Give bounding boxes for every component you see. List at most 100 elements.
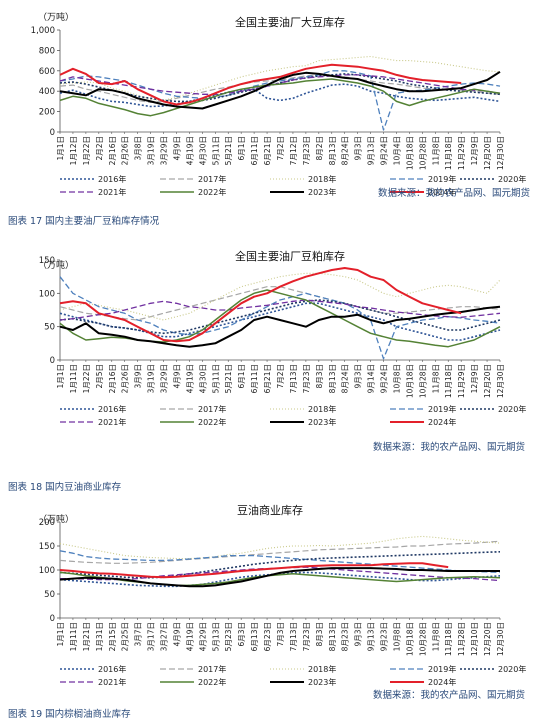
chart3-legend: 2016年 2017年 2018年 2019年 2020年 2021年 2022年 2023年…	[60, 664, 526, 687]
series-line-2017	[59, 74, 501, 103]
legend-label: 2019年	[428, 174, 456, 184]
y-tick-label: 1,000	[31, 26, 55, 36]
chart3-title: 豆油商业库存	[237, 503, 303, 517]
x-tick-label: 11月18日	[444, 136, 453, 170]
x-tick-label: 2月26日	[121, 136, 130, 165]
x-tick-label: 7月13日	[289, 364, 298, 393]
x-tick-label: 3月19日	[147, 364, 156, 393]
x-tick-label: 10月18日	[405, 364, 414, 398]
x-tick-label: 4月19日	[185, 364, 194, 393]
x-tick-label: 8月13日	[328, 622, 337, 651]
x-tick-label: 3月9日	[134, 364, 143, 389]
legend-label: 2023年	[308, 417, 336, 427]
legend-label: 2017年	[198, 664, 226, 674]
x-tick-label: 9月24日	[380, 136, 389, 165]
legend-label: 2016年	[98, 174, 126, 184]
series-line-2023	[59, 567, 500, 588]
x-tick-label: 7月2日	[276, 136, 285, 161]
x-tick-label: 2月15日	[108, 622, 117, 651]
legend-label: 2021年	[98, 677, 126, 687]
legend-label: 2017年	[198, 404, 226, 414]
x-tick-label: 6月11日	[250, 136, 259, 165]
x-tick-label: 2月26日	[121, 364, 130, 393]
legend-label: 2020年	[498, 174, 526, 184]
x-tick-label: 12月30日	[496, 136, 505, 170]
legend-label: 2022年	[198, 417, 226, 427]
series-line-2019	[59, 276, 501, 360]
y-tick-label: 0	[50, 356, 55, 366]
series-line-2024	[59, 267, 462, 343]
x-tick-label: 10月18日	[405, 136, 414, 170]
y-tick-label: 50	[44, 590, 55, 600]
series-line-2019	[59, 70, 501, 131]
x-tick-label: 8月24日	[341, 136, 350, 165]
chart3-plot: 0 50 100 150 200 1月1日 1月11日 1月21日 1月31日 2月15日 2月25…	[39, 518, 505, 656]
series-line-2018	[59, 535, 501, 560]
chart1-source: 数据来源：我的农产品网、国元期货	[378, 187, 530, 199]
legend-label: 2018年	[308, 664, 336, 674]
x-tick-label: 7月23日	[302, 364, 311, 393]
series-line-2023	[59, 70, 501, 110]
x-tick-label: 9月13日	[367, 622, 376, 651]
x-tick-label: 1月31日	[95, 622, 104, 651]
x-tick-label: 4月29日	[198, 622, 207, 651]
x-tick-label: 5月13日	[211, 622, 220, 651]
x-tick-label: 1月11日	[69, 364, 78, 393]
y-tick-label: 200	[39, 518, 55, 528]
y-tick-label: 0	[50, 128, 55, 138]
caption-19-wrap: 图表 19 国内棕榈油商业库存	[8, 708, 131, 720]
x-tick-label: 10月8日	[392, 364, 401, 393]
x-tick-label: 11月18日	[444, 622, 453, 656]
x-tick-label: 10月28日	[418, 622, 427, 656]
x-tick-label: 6月11日	[250, 364, 259, 393]
x-tick-label: 9月3日	[354, 622, 363, 647]
x-tick-label: 10月28日	[418, 136, 427, 170]
caption-18-wrap: 图表 18 国内豆油商业库存	[8, 481, 122, 493]
x-tick-label: 6月23日	[263, 622, 272, 651]
x-tick-label: 3月19日	[147, 136, 156, 165]
legend-label: 2022年	[198, 187, 226, 197]
x-tick-label: 3月27日	[160, 622, 169, 651]
series-line-2024	[59, 63, 462, 106]
series-line-2017	[59, 540, 501, 564]
x-tick-label: 4月30日	[198, 136, 207, 165]
x-tick-label: 7月3日	[276, 622, 285, 647]
x-tick-label: 12月20日	[483, 364, 492, 398]
legend-label: 2019年	[428, 404, 456, 414]
x-tick-label: 2月2日	[95, 136, 104, 161]
legend-label: 2016年	[98, 664, 126, 674]
x-tick-label: 6月1日	[237, 136, 246, 161]
x-tick-label: 10月18日	[405, 622, 414, 656]
x-tick-label: 9月3日	[354, 364, 363, 389]
x-tick-label: 10月8日	[392, 622, 401, 651]
x-tick-label: 8月23日	[341, 622, 350, 651]
chart-soyoil-inventory: （万吨） 豆油商业库存 0 50 100 150 200 1月1日 1月11日 1月21日 1月…	[38, 503, 526, 701]
chart2-unit: （万吨）	[38, 259, 74, 271]
x-tick-label: 6月1日	[237, 364, 246, 389]
x-tick-label: 4月19日	[185, 622, 194, 651]
x-tick-label: 7月13日	[289, 622, 298, 651]
x-tick-label: 11月29日	[457, 364, 466, 398]
x-tick-label: 3月8日	[134, 136, 143, 161]
legend-label: 2018年	[308, 174, 336, 184]
legend-label: 2024年	[428, 677, 456, 687]
chart2-title: 全国主要油厂豆粕库存	[235, 249, 345, 263]
x-tick-label: 5月11日	[211, 364, 220, 393]
x-tick-label: 1月1日	[56, 136, 65, 161]
series-line-2020	[59, 299, 501, 335]
x-tick-label: 9月3日	[354, 136, 363, 161]
chart1-legend: 2016年 2017年 2018年 2019年 2020年 2021年 2022年 2023年…	[60, 174, 526, 197]
x-tick-label: 2月16日	[108, 364, 117, 393]
x-tick-label: 2月25日	[121, 622, 130, 651]
x-tick-label: 3月29日	[160, 364, 169, 393]
x-tick-label: 12月9日	[470, 364, 479, 393]
x-tick-label: 6月21日	[263, 136, 272, 165]
legend-label: 2016年	[98, 404, 126, 414]
y-tick-label: 50	[44, 323, 55, 333]
x-tick-label: 4月9日	[172, 622, 181, 647]
y-tick-label: 800	[39, 46, 55, 56]
x-tick-label: 11月28日	[457, 622, 466, 656]
series-line-2018	[59, 55, 501, 101]
series-line-2022	[59, 78, 501, 117]
series-line-2024	[59, 562, 449, 579]
